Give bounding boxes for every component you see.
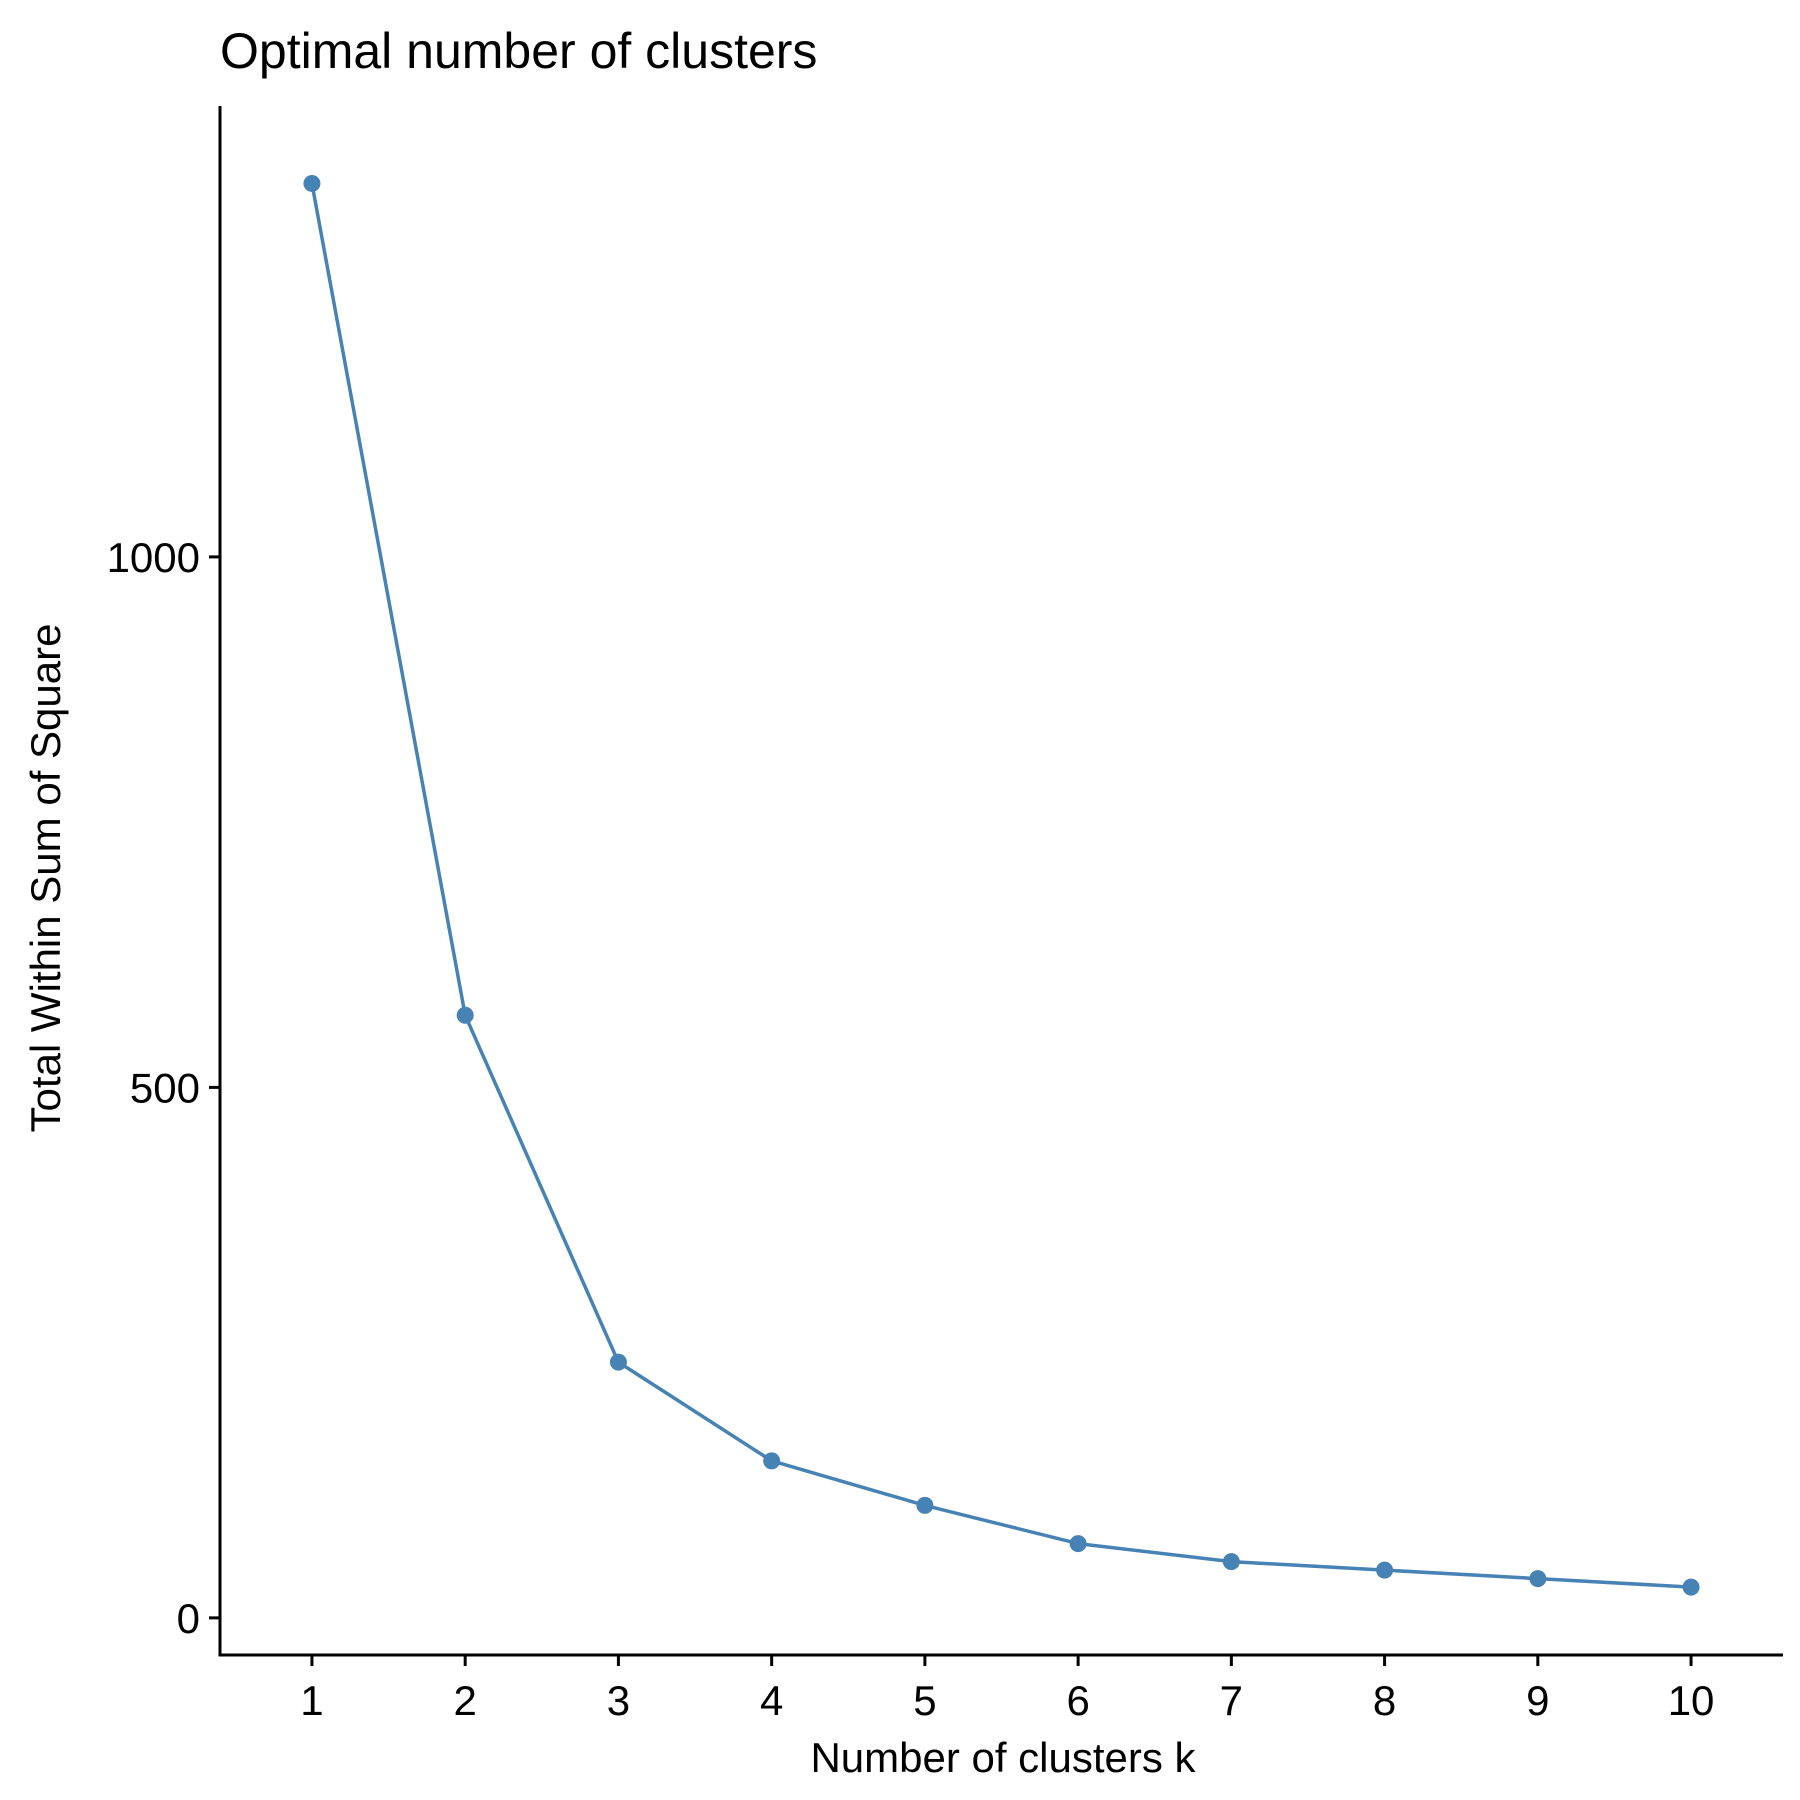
- plot-area: [303, 174, 1700, 1596]
- x-tick-label: 6: [1066, 1677, 1089, 1724]
- data-point: [1376, 1561, 1394, 1579]
- data-point: [1682, 1578, 1700, 1596]
- data-point: [303, 174, 321, 192]
- y-tick-label: 0: [177, 1595, 200, 1642]
- data-point: [763, 1452, 781, 1470]
- axes: [218, 106, 1783, 1657]
- x-tick-label: 7: [1220, 1677, 1243, 1724]
- x-tick-label: 3: [607, 1677, 630, 1724]
- x-tick-label: 1: [300, 1677, 323, 1724]
- y-axis-label: Total Within Sum of Square: [22, 624, 69, 1133]
- y-tick-label: 500: [130, 1064, 200, 1111]
- x-tick-label: 10: [1668, 1677, 1715, 1724]
- data-point: [1222, 1553, 1240, 1571]
- x-axis-label: Number of clusters k: [810, 1734, 1196, 1781]
- data-point: [1069, 1535, 1087, 1553]
- x-tick-label: 5: [913, 1677, 936, 1724]
- data-point: [916, 1496, 934, 1514]
- x-tick-label: 8: [1373, 1677, 1396, 1724]
- x-tick-label: 9: [1526, 1677, 1549, 1724]
- data-point: [609, 1353, 627, 1371]
- y-axis-ticks: 0 500 1000: [107, 534, 220, 1642]
- y-tick-label: 1000: [107, 534, 200, 581]
- data-point: [456, 1006, 474, 1024]
- x-axis-ticks: 1 2 3 4 5 6 7 8 9 10: [300, 1655, 1714, 1724]
- x-tick-label: 2: [453, 1677, 476, 1724]
- x-tick-label: 4: [760, 1677, 783, 1724]
- chart-title: Optimal number of clusters: [220, 23, 817, 79]
- data-point: [1529, 1570, 1547, 1588]
- series-line: [310, 183, 1692, 1589]
